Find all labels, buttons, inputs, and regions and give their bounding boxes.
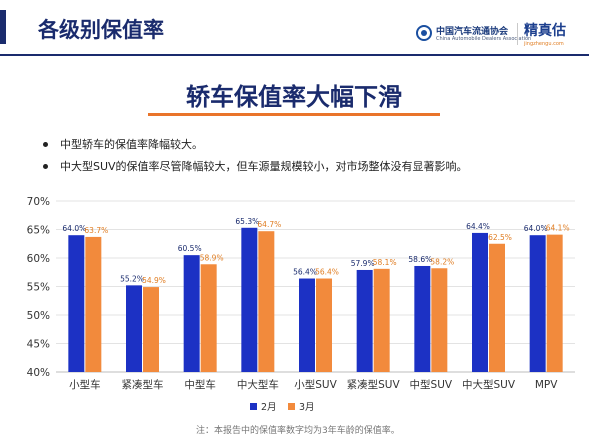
data-label: 58.9% [200,253,224,262]
x-tick-label: MPV [535,379,558,391]
bar-feb [241,227,258,372]
bar-feb [472,232,488,372]
x-tick-label: 中型车 [184,378,216,391]
data-label: 58.6% [408,255,432,264]
data-label: 56.4% [315,268,339,277]
y-tick-label: 70% [27,196,50,208]
header-rule [0,54,589,56]
bar-mar [373,268,390,372]
bar-mar [258,231,275,372]
brand-logo: 精真估 jingzhengu.com [524,20,566,47]
association-emblem-icon [416,25,432,41]
bar-feb [529,235,546,372]
y-tick-label: 50% [27,310,50,322]
bar-feb [183,255,200,372]
bar-mar [489,243,505,372]
bullet-list: 中型轿车的保值率降幅较大。 中大型SUV的保值率尽管降幅较大，但车源量规模较小，… [40,138,468,182]
bar-mar [143,287,159,372]
bullet-item: 中大型SUV的保值率尽管降幅较大，但车源量规模较小，对市场整体没有显著影响。 [40,160,468,182]
brand-url: jingzhengu.com [524,41,564,47]
data-label: 58.1% [373,258,397,267]
bar-mar [200,264,217,372]
banner-underline [148,113,440,116]
legend-swatch [288,403,295,410]
bar-mar [431,268,448,372]
x-tick-label: 紧凑型车 [122,378,164,391]
bar-feb [126,285,142,372]
page-title: 各级别保值率 [38,18,164,42]
x-tick-label: 中大型车 [237,378,279,391]
x-tick-label: 紧凑型SUV [347,378,401,391]
header: 各级别保值率 中国汽车流通协会 China Automobile Dealers… [0,0,589,56]
data-label: 64.4% [466,222,490,231]
bullet-item: 中型轿车的保值率降幅较大。 [40,138,468,160]
data-label: 64.0% [524,224,548,233]
bar-feb [68,235,85,372]
data-label: 62.5% [488,233,512,242]
bar-mar [85,236,102,372]
data-label: 60.5% [178,244,202,253]
bar-chart-svg: 70%65%60%55%50%45%40%64.0%63.7%小型车55.2%5… [27,196,575,413]
x-tick-label: 中型SUV [410,378,453,391]
x-tick-label: 小型SUV [294,378,337,391]
bar-feb [299,278,315,372]
bar-feb [414,265,431,372]
data-label: 64.7% [257,220,281,229]
legend-swatch [250,403,257,410]
data-label: 56.4% [293,268,317,277]
association-name-en: China Automobile Dealers Association [436,36,532,42]
data-label: 64.0% [62,224,86,233]
y-tick-label: 60% [27,253,50,265]
footnote: 注：本报告中的保值率数字均为3年车龄的保值率。 [196,426,400,436]
data-label: 64.1% [546,224,570,233]
data-label: 57.9% [351,259,375,268]
logo-divider [517,23,518,45]
data-label: 63.7% [84,226,108,235]
data-label: 54.9% [142,276,166,285]
y-tick-label: 45% [27,339,50,351]
data-label: 65.3% [235,217,259,226]
banner: 轿车保值率大幅下滑 [148,73,440,116]
legend-label: 2月 [261,402,277,413]
data-label: 55.2% [120,274,144,283]
y-tick-label: 55% [27,282,50,294]
y-tick-label: 40% [27,367,50,379]
bar-feb [356,269,373,372]
brand-name: 精真估 [524,23,566,39]
legend-label: 3月 [299,402,315,413]
header-accent-bar [0,10,6,44]
x-tick-label: 小型车 [69,378,101,391]
banner-title: 轿车保值率大幅下滑 [186,83,402,111]
data-label: 58.2% [430,257,454,266]
association-name: 中国汽车流通协会 [436,27,509,37]
bar-mar [316,278,332,372]
y-tick-label: 65% [27,225,50,237]
x-tick-label: 中大型SUV [462,378,516,391]
bar-mar [546,234,563,372]
chart: 70% 65% 60% 55% 50% 45% 40% 64.0% 63.7% 小型车 55.2% 5… [0,188,589,440]
